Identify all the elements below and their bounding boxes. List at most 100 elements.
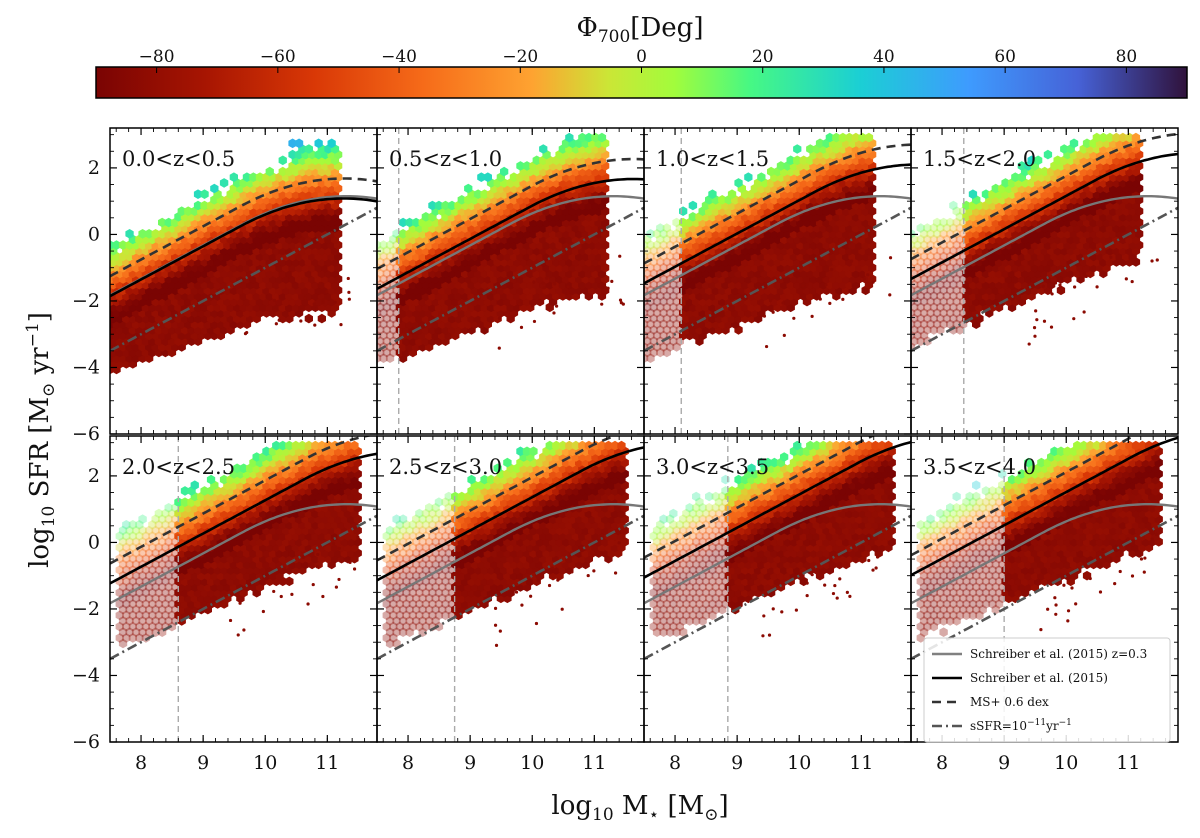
- hexbin-cell: [164, 503, 173, 513]
- hexbin-cell: [646, 319, 655, 329]
- hexbin-cell: [138, 548, 147, 558]
- hexbin-cell: [919, 330, 929, 341]
- y-tick-label: 0: [88, 531, 100, 553]
- hexbin-cell: [952, 285, 961, 296]
- hexbin-cell: [1001, 178, 1010, 188]
- hexbin-cell: [911, 240, 916, 250]
- hexbin-cell: [644, 251, 649, 262]
- hexbin-cell: [916, 257, 925, 267]
- hexbin-cell: [193, 200, 203, 211]
- outlier-point: [1032, 325, 1037, 330]
- outlier-point: [1027, 342, 1031, 346]
- outlier-point: [306, 602, 310, 606]
- hexbin-cell: [141, 587, 150, 598]
- hexbin-cell: [131, 525, 141, 536]
- hexbin-cell: [193, 189, 203, 199]
- outlier-point: [301, 555, 305, 559]
- panel-label: 2.0<z<2.5: [122, 455, 235, 479]
- series-line-schreiber: [110, 197, 377, 298]
- outlier-point: [316, 552, 320, 557]
- hexbin-cell: [656, 223, 665, 233]
- hexbin-cell: [926, 274, 935, 284]
- hexbin-cell: [389, 302, 398, 313]
- hexbin-cell: [135, 587, 144, 598]
- hexbin-cell: [926, 308, 935, 318]
- hexbin-cell: [118, 616, 128, 626]
- hexbin-cell: [118, 627, 128, 637]
- hexbin-cell: [652, 330, 662, 341]
- hexbin-cell: [949, 245, 958, 256]
- hexbin-cell: [644, 296, 649, 307]
- panel-frame: [910, 127, 1179, 435]
- hexbin-cell: [919, 296, 929, 307]
- hexbin-cell: [1082, 138, 1092, 149]
- outlier-point: [830, 267, 834, 272]
- hexbin-cell: [799, 155, 808, 166]
- hexbin-cell: [669, 336, 678, 346]
- outlier-point: [610, 279, 614, 284]
- outlier-point: [1073, 285, 1077, 289]
- outlier-point: [768, 298, 773, 303]
- hexbin-cell: [838, 132, 847, 143]
- hexbin-cell: [377, 240, 382, 250]
- hexbin-cell: [644, 336, 652, 346]
- hexbin-cell: [656, 347, 665, 358]
- hexbin-cell: [382, 313, 391, 324]
- hexbin-cell: [118, 582, 128, 592]
- hexbin-cell: [151, 616, 160, 626]
- hexbin-cell: [377, 308, 382, 318]
- hexbin-cell: [122, 576, 131, 587]
- hexbin-cell: [382, 245, 391, 256]
- outlier-point: [782, 333, 786, 337]
- hexbin-cell: [477, 172, 486, 182]
- colorbar-tick-label: 80: [1116, 47, 1138, 67]
- hexbin-cell: [161, 508, 170, 519]
- outlier-point: [862, 277, 866, 281]
- hexbin-cell: [659, 296, 668, 307]
- hexbin-cell: [929, 234, 938, 245]
- hexbin-cell: [793, 155, 802, 166]
- hexbin-cell: [591, 132, 600, 143]
- hexbin-cell: [649, 325, 658, 335]
- hexbin-cell: [350, 440, 359, 451]
- hexbin-cell: [672, 229, 681, 239]
- outlier-point: [331, 541, 336, 546]
- hexbin-cell: [161, 553, 170, 564]
- hexbin-cell: [923, 234, 932, 245]
- hexbin-cell: [584, 132, 593, 143]
- hexbin-cell: [968, 189, 978, 199]
- hexbin-cell: [932, 251, 942, 262]
- hexbin-cell: [946, 296, 955, 307]
- hexbin-cell: [942, 302, 951, 313]
- hexbin-cell: [672, 285, 681, 296]
- hexbin-cell: [949, 279, 958, 290]
- hexbin-cell: [646, 353, 655, 363]
- series-line-z0.3: [644, 195, 911, 297]
- hexbin-cell: [659, 274, 668, 284]
- hexbin-cell: [265, 166, 274, 177]
- hexbin-cell: [385, 251, 395, 262]
- hexbin-cell: [115, 633, 124, 643]
- hexbin-cell: [665, 296, 675, 307]
- hexbin-cell: [919, 229, 929, 239]
- hexbin-cell: [688, 200, 698, 211]
- outlier-point: [1082, 272, 1086, 276]
- hexbin-cell: [644, 325, 652, 335]
- hexbin-cell: [122, 621, 131, 632]
- outlier-point: [532, 319, 537, 324]
- hexbin-cell: [164, 537, 173, 547]
- hexbin-cell: [919, 319, 929, 329]
- hexbin-cell: [141, 565, 150, 575]
- hexbin-cell: [167, 599, 177, 609]
- hexbin-cell: [138, 604, 147, 615]
- hexbin-cell: [239, 463, 248, 474]
- hexbin-cell: [659, 240, 668, 250]
- hexbin-cell: [793, 144, 802, 154]
- hexbin-cell: [932, 217, 942, 228]
- hexbin-cell: [516, 161, 525, 171]
- hexbin-cell: [164, 514, 173, 524]
- hexbin-cell: [923, 302, 932, 313]
- hexbin-cell: [1131, 132, 1141, 143]
- hexbin-cell: [929, 325, 938, 335]
- hexbin-cell: [916, 234, 925, 245]
